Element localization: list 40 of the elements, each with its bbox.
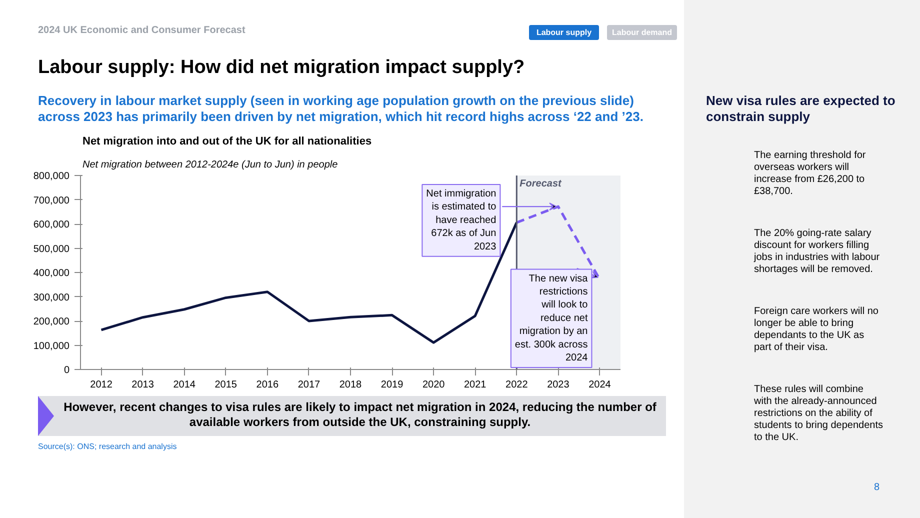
text: Labour supply: [529, 25, 599, 40]
x-tick-label: 2013: [132, 380, 154, 390]
text: These rules will combine with the already-announced restrictions on the ability of students to bring dependents to the UK.: [754, 384, 884, 444]
y-tick-label: 800,000: [33, 171, 70, 182]
y-tick-label: 600,000: [33, 220, 70, 230]
chart-title: Net migration into and out of the UK for all nationalities: [82, 136, 372, 148]
annotation: The new visa restrictions will look to reduce net migration by an est. 300k across 2024: [514, 273, 588, 364]
text: The earning threshold for overseas workers will increase from £26,200 to £38,700.: [754, 150, 867, 198]
y-tick-label: 400,000: [33, 268, 70, 279]
text: The 20% going-rate salary discount for workers filling jobs in industries with labour shortages will be removed.: [754, 228, 881, 276]
text: Foreign care workers will no longer be able to bring dependants to the UK as part of their visa.: [754, 306, 880, 354]
y-tick-label: 500,000: [33, 244, 70, 255]
text: Labour demand: [607, 25, 677, 40]
x-tick-label: 2024: [588, 380, 612, 390]
x-tick-label: 2021: [464, 380, 487, 390]
x-tick-label: 2023: [547, 380, 570, 390]
text: New visa rules are expected to constrain supply: [706, 93, 896, 125]
y-tick-label: 200,000: [33, 316, 70, 328]
annotation: Net immigration is estimated to have reached 672k as of Jun 2023: [426, 188, 497, 252]
y-tick-label: 100,000: [33, 340, 70, 352]
x-tick-label: 2017: [298, 380, 321, 390]
source-note: Source(s): ONS; research and analysis: [38, 441, 177, 452]
x-tick-label: 2019: [380, 380, 404, 390]
y-tick-label: 700,000: [33, 195, 70, 206]
text: 8: [874, 481, 880, 495]
text: However, recent changes to visa rules are likely to impact net migration in 2024, reducing the number of available workers from outside the UK, constraining supply.: [62, 400, 658, 430]
text: Recovery in labour market supply (seen in working age population growth on the previous slide) across 2023 has primarily been driven by net migration, which hit record highs across ‘22 and ’23.: [38, 93, 644, 125]
x-tick-label: 2022: [506, 380, 528, 390]
y-tick-label: 300,000: [33, 292, 70, 304]
x-tick-label: 2012: [90, 380, 113, 390]
chart-subtitle: Net migration between 2012-2024e (Jun to Jun) in people: [82, 160, 338, 170]
x-tick-label: 2018: [339, 380, 362, 390]
y-tick-label: 0: [64, 365, 70, 376]
x-tick-label: 2020: [422, 380, 446, 390]
text: Labour supply: How did net migration impact supply?: [38, 56, 525, 80]
x-tick-label: 2016: [256, 380, 279, 390]
x-tick-label: 2015: [214, 380, 238, 390]
band-label: Forecast: [520, 178, 562, 190]
x-tick-label: 2014: [173, 380, 196, 390]
text: 2024 UK Economic and Consumer Forecast: [38, 24, 246, 38]
